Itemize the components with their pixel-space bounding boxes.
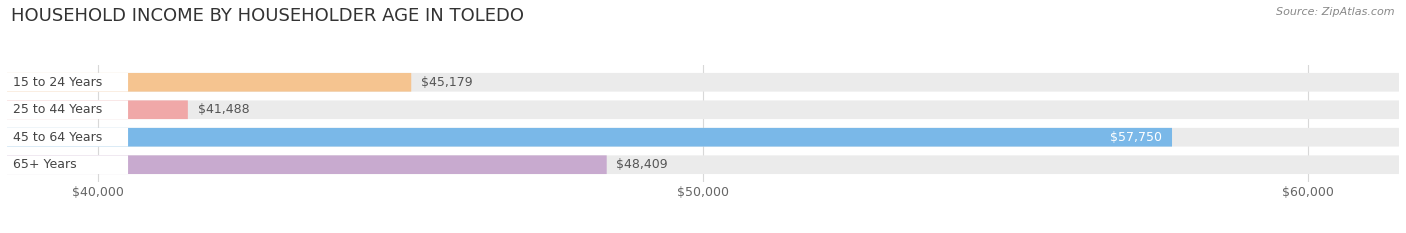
FancyBboxPatch shape	[7, 155, 607, 174]
Text: 45 to 64 Years: 45 to 64 Years	[13, 131, 103, 144]
FancyBboxPatch shape	[7, 155, 1399, 174]
Text: $45,179: $45,179	[420, 76, 472, 89]
FancyBboxPatch shape	[0, 100, 128, 119]
FancyBboxPatch shape	[0, 155, 128, 174]
FancyBboxPatch shape	[7, 128, 1173, 147]
FancyBboxPatch shape	[7, 128, 1399, 147]
Text: 65+ Years: 65+ Years	[13, 158, 77, 171]
FancyBboxPatch shape	[7, 100, 188, 119]
Text: 15 to 24 Years: 15 to 24 Years	[13, 76, 103, 89]
Text: $41,488: $41,488	[198, 103, 249, 116]
Text: $48,409: $48,409	[616, 158, 668, 171]
FancyBboxPatch shape	[0, 128, 128, 147]
FancyBboxPatch shape	[7, 100, 1399, 119]
FancyBboxPatch shape	[7, 73, 1399, 92]
FancyBboxPatch shape	[0, 73, 128, 92]
Text: HOUSEHOLD INCOME BY HOUSEHOLDER AGE IN TOLEDO: HOUSEHOLD INCOME BY HOUSEHOLDER AGE IN T…	[11, 7, 524, 25]
Text: $57,750: $57,750	[1111, 131, 1163, 144]
FancyBboxPatch shape	[7, 73, 411, 92]
Text: Source: ZipAtlas.com: Source: ZipAtlas.com	[1277, 7, 1395, 17]
Text: 25 to 44 Years: 25 to 44 Years	[13, 103, 103, 116]
